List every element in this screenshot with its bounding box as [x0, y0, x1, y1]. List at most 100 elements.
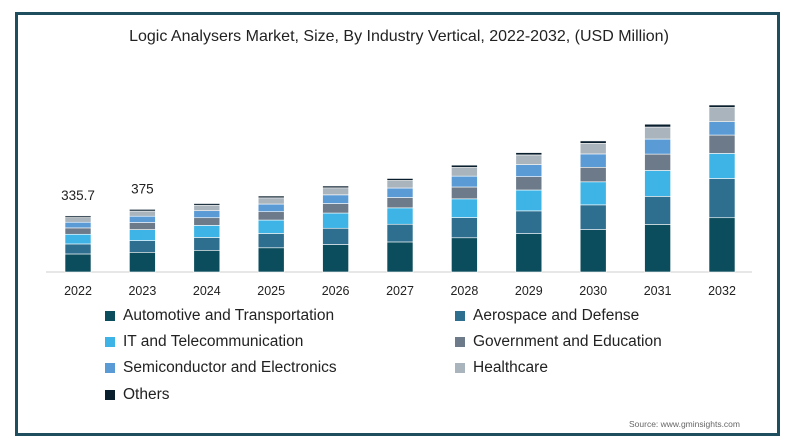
bar-segment-2031-healthcare	[644, 126, 671, 140]
bar-segment-2023-automotive-and-transportation	[129, 251, 156, 273]
bar-segment-2024-aerospace-and-defense	[193, 237, 221, 251]
bar-segment-2032-others	[708, 104, 736, 108]
bar-segment-2027-automotive-and-transportation	[386, 241, 414, 273]
bar-segment-2023-it-and-telecommunication	[129, 229, 156, 241]
bar-segment-2028-others	[451, 164, 478, 168]
bar-segment-2027-it-and-telecommunication	[386, 207, 414, 225]
bar-segment-2028-semiconductor-and-electronics	[451, 175, 478, 188]
bar-segment-2032-healthcare	[708, 107, 736, 122]
bar-segment-2029-aerospace-and-defense	[515, 210, 543, 234]
bar-segment-2026-automotive-and-transportation	[322, 244, 349, 273]
x-tick-label-2028: 2028	[450, 284, 478, 298]
x-tick-label-2024: 2024	[193, 284, 221, 298]
bar-segment-2026-others	[322, 185, 349, 189]
legend-label: Semiconductor and Electronics	[123, 359, 337, 376]
bar-segment-2023-government-and-education	[129, 222, 156, 230]
legend-item-automotive-and-transportation: Automotive and Transportation	[105, 307, 334, 325]
x-tick-label-2025: 2025	[257, 284, 285, 298]
legend-swatch	[455, 311, 465, 321]
bar-segment-2025-it-and-telecommunication	[257, 219, 285, 234]
bar-segment-2028-automotive-and-transportation	[451, 237, 478, 273]
bar-segment-2023-aerospace-and-defense	[129, 240, 156, 253]
source-note: Source: www.gminsights.com	[628, 419, 740, 429]
data-label-2023: 375	[131, 181, 154, 196]
bar-segment-2025-automotive-and-transportation	[257, 247, 285, 273]
bar-segment-2031-government-and-education	[644, 153, 671, 171]
bar-segment-2029-healthcare	[515, 154, 543, 165]
bar-segment-2028-government-and-education	[451, 186, 478, 200]
legend-label: Government and Education	[473, 333, 662, 350]
bar-segment-2025-government-and-education	[257, 211, 285, 221]
bar-segment-2022-others	[64, 215, 92, 218]
legend-swatch	[105, 311, 115, 321]
bar-segment-2025-semiconductor-and-electronics	[257, 203, 285, 213]
x-tick-label-2027: 2027	[386, 284, 414, 298]
legend-swatch	[455, 363, 465, 373]
legend-item-aerospace-and-defense: Aerospace and Defense	[455, 307, 639, 325]
bar-segment-2026-healthcare	[322, 187, 349, 196]
bar-segment-2028-healthcare	[451, 167, 478, 177]
legend-item-healthcare: Healthcare	[455, 359, 548, 377]
bar-segment-2023-healthcare	[129, 210, 156, 217]
bar-segment-2024-semiconductor-and-electronics	[193, 210, 221, 219]
bar-segment-2029-government-and-education	[515, 176, 543, 191]
bar-segment-2024-it-and-telecommunication	[193, 225, 221, 238]
legend-label: Automotive and Transportation	[123, 307, 335, 324]
bar-segment-2031-automotive-and-transportation	[644, 224, 671, 273]
legend-label: Aerospace and Defense	[473, 307, 640, 324]
x-tick-label-2023: 2023	[128, 284, 156, 298]
bar-segment-2025-aerospace-and-defense	[257, 233, 285, 249]
legend-label: Healthcare	[473, 359, 548, 376]
bar-segment-2029-others	[515, 152, 543, 156]
x-tick-label-2026: 2026	[322, 284, 350, 298]
bar-segment-2026-aerospace-and-defense	[322, 227, 349, 245]
bar-segment-2030-government-and-education	[579, 166, 607, 183]
bar-segment-2029-automotive-and-transportation	[515, 233, 543, 273]
bar-segment-2027-government-and-education	[386, 197, 414, 209]
bar-segment-2027-others	[386, 178, 414, 181]
x-tick-label-2031: 2031	[644, 284, 672, 298]
bar-segment-2031-aerospace-and-defense	[644, 196, 671, 225]
bar-segment-2027-semiconductor-and-electronics	[386, 187, 414, 198]
bar-segment-2022-it-and-telecommunication	[64, 233, 92, 245]
legend-item-others: Others	[105, 386, 170, 404]
bar-segment-2024-healthcare	[193, 204, 221, 212]
chart-title: Logic Analysers Market, Size, By Industr…	[129, 28, 669, 45]
bar-segment-2030-others	[579, 140, 607, 144]
bar-segment-2025-others	[257, 195, 285, 199]
bar-segment-2027-aerospace-and-defense	[386, 223, 414, 243]
bar-segment-2030-aerospace-and-defense	[579, 204, 607, 230]
bar-segment-2032-semiconductor-and-electronics	[708, 121, 736, 136]
bar-segment-2030-it-and-telecommunication	[579, 181, 607, 206]
bar-segment-2023-semiconductor-and-electronics	[129, 215, 156, 223]
bar-segment-2024-government-and-education	[193, 217, 221, 226]
bar-segment-2022-semiconductor-and-electronics	[64, 221, 92, 229]
legend-swatch	[105, 363, 115, 373]
bar-segment-2028-it-and-telecommunication	[451, 198, 478, 218]
bar-segment-2029-it-and-telecommunication	[515, 189, 543, 212]
bar-segment-2026-semiconductor-and-electronics	[322, 194, 349, 204]
bar-segment-2032-government-and-education	[708, 134, 736, 154]
legend-item-semiconductor-and-electronics: Semiconductor and Electronics	[105, 359, 337, 377]
bar-segment-2032-it-and-telecommunication	[708, 153, 736, 179]
bar-segment-2029-semiconductor-and-electronics	[515, 164, 543, 177]
x-tick-label-2032: 2032	[708, 284, 736, 298]
bar-segment-2030-semiconductor-and-electronics	[579, 153, 607, 168]
legend-swatch	[105, 337, 115, 347]
bar-segment-2031-semiconductor-and-electronics	[644, 138, 671, 155]
bar-segment-2032-automotive-and-transportation	[708, 217, 736, 273]
bar-segment-2031-it-and-telecommunication	[644, 170, 671, 197]
legend-swatch	[105, 390, 115, 400]
x-tick-label-2022: 2022	[64, 284, 92, 298]
bar-segment-2022-government-and-education	[64, 227, 92, 235]
bar-segment-2027-healthcare	[386, 180, 414, 189]
legend-item-government-and-education: Government and Education	[455, 333, 662, 351]
bar-segment-2023-others	[129, 209, 156, 212]
x-tick-label-2029: 2029	[515, 284, 543, 298]
bar-segment-2024-others	[193, 203, 221, 206]
bar-segment-2032-aerospace-and-defense	[708, 178, 736, 219]
bar-segment-2022-aerospace-and-defense	[64, 243, 92, 255]
legend-label: Others	[123, 386, 170, 403]
bar-segment-2022-automotive-and-transportation	[64, 253, 92, 273]
